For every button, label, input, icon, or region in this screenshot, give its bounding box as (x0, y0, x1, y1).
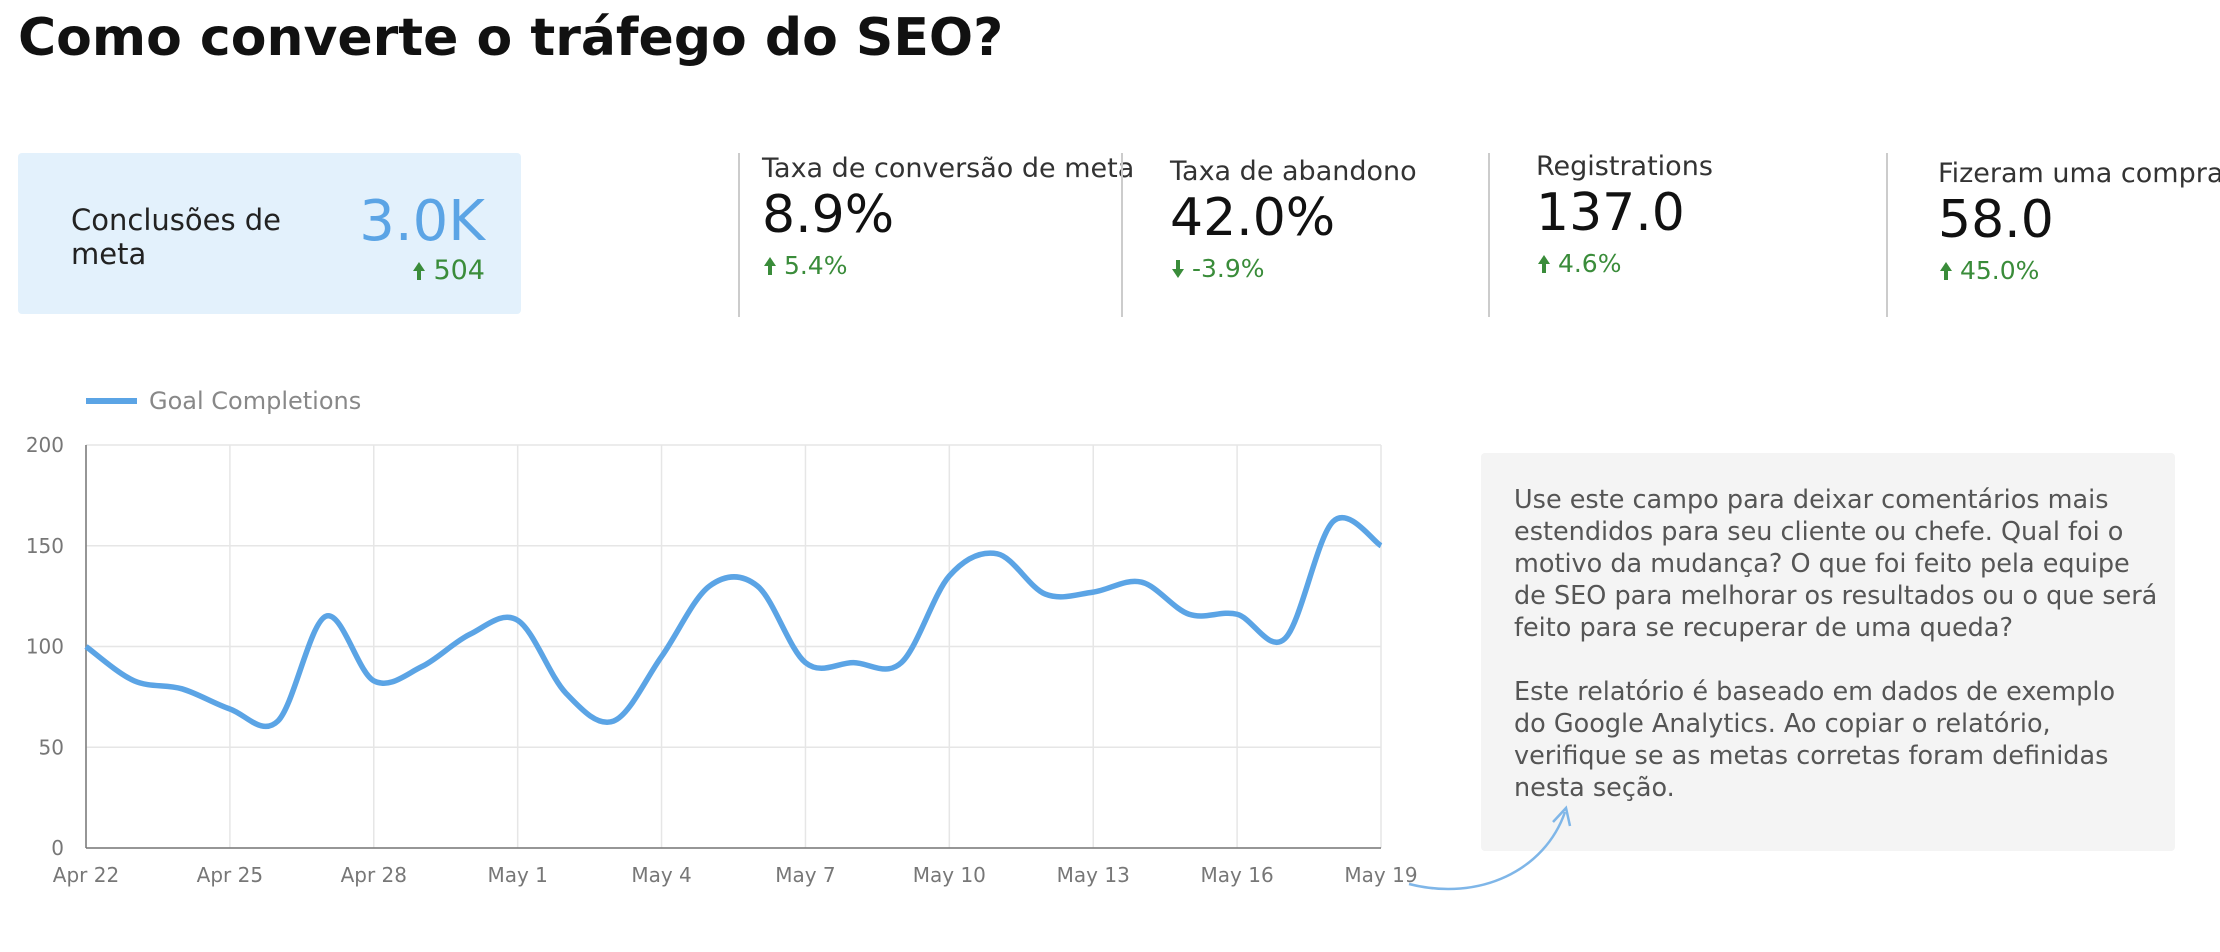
scorecard-label: Registrations (1536, 151, 1713, 182)
x-tick-label: May 13 (1057, 863, 1130, 887)
scorecard: Conclusões de meta 3.0K 504 (18, 153, 521, 314)
y-tick-label: 0 (51, 836, 64, 860)
scorecard-delta: -3.9% (1172, 254, 1265, 283)
annotation-arrow (1408, 811, 1567, 891)
comment-line: Este relatório é baseado em dados de exe… (1514, 677, 2116, 707)
scorecard-delta: 504 (412, 255, 485, 286)
y-tick-label: 50 (39, 735, 64, 759)
scorecard-value: 42.0% (1170, 188, 1336, 248)
y-tick-label: 200 (26, 433, 64, 457)
scorecard-label: Taxa de conversão de meta (762, 153, 1135, 184)
comment-line: de SEO para melhorar os resultados ou o … (1514, 581, 2158, 611)
comment-line: do Google Analytics. Ao copiar o relatór… (1514, 709, 2051, 739)
separator (1121, 153, 1123, 317)
arrow-icon (1172, 254, 1184, 283)
delta-text: 504 (433, 255, 485, 286)
scorecard-label: Fizeram uma compra (1938, 158, 2220, 189)
y-tick-label: 100 (26, 635, 64, 659)
x-tick-label: May 10 (913, 863, 986, 887)
separator (1488, 153, 1490, 317)
x-tick-label: May 4 (631, 863, 691, 887)
comment-text: Use este campo para deixar comentários m… (1514, 484, 2157, 804)
comment-line: verifique se as metas corretas foram def… (1514, 741, 2109, 771)
arrow-icon (764, 251, 776, 280)
scorecard-value: 137.0 (1536, 183, 1685, 243)
x-tick-label: Apr 25 (197, 863, 263, 887)
scorecard-value: 8.9% (762, 185, 895, 245)
separator (1886, 153, 1888, 317)
arrow-icon (1538, 249, 1550, 278)
delta-text: 45.0% (1959, 256, 2040, 285)
annotation-arrowhead (1552, 805, 1572, 827)
x-tick-label: May 16 (1201, 863, 1274, 887)
scorecard-delta: 4.6% (1538, 249, 1621, 278)
x-tick-label: May 7 (775, 863, 835, 887)
comment-line: Use este campo para deixar comentários m… (1514, 485, 2109, 515)
arrow-icon (1940, 256, 1952, 285)
x-tick-label: Apr 22 (53, 863, 119, 887)
delta-text: -3.9% (1191, 254, 1265, 283)
x-tick-label: May 19 (1344, 863, 1417, 887)
comment-line: nesta seção. (1514, 773, 1675, 803)
scorecard-value: 3.0K (359, 189, 485, 254)
scorecard-label: Taxa de abandono (1170, 156, 1417, 187)
x-tick-label: Apr 28 (341, 863, 407, 887)
scorecard-delta: 5.4% (764, 251, 847, 280)
comment-line: feito para se recuperar de uma queda? (1514, 613, 2014, 643)
scorecard-value: 58.0 (1938, 190, 2054, 250)
arrow-icon (412, 255, 425, 286)
delta-text: 5.4% (783, 251, 848, 280)
comment-line: estendidos para seu cliente ou chefe. Qu… (1514, 517, 2124, 547)
scorecard-label: Conclusões de meta (71, 203, 282, 271)
separator (738, 153, 740, 317)
y-tick-label: 150 (26, 534, 64, 558)
legend-label: Goal Completions (149, 387, 361, 415)
comment-line: motivo da mudança? O que foi feito pela … (1514, 549, 2130, 579)
scorecard-delta: 45.0% (1940, 256, 2039, 285)
x-tick-label: May 1 (487, 863, 547, 887)
series-line (84, 515, 1383, 730)
comment-box: Use este campo para deixar comentários m… (1481, 453, 2175, 851)
delta-text: 4.6% (1557, 249, 1622, 278)
page-title: Como converte o tráfego do SEO? (18, 8, 1004, 68)
